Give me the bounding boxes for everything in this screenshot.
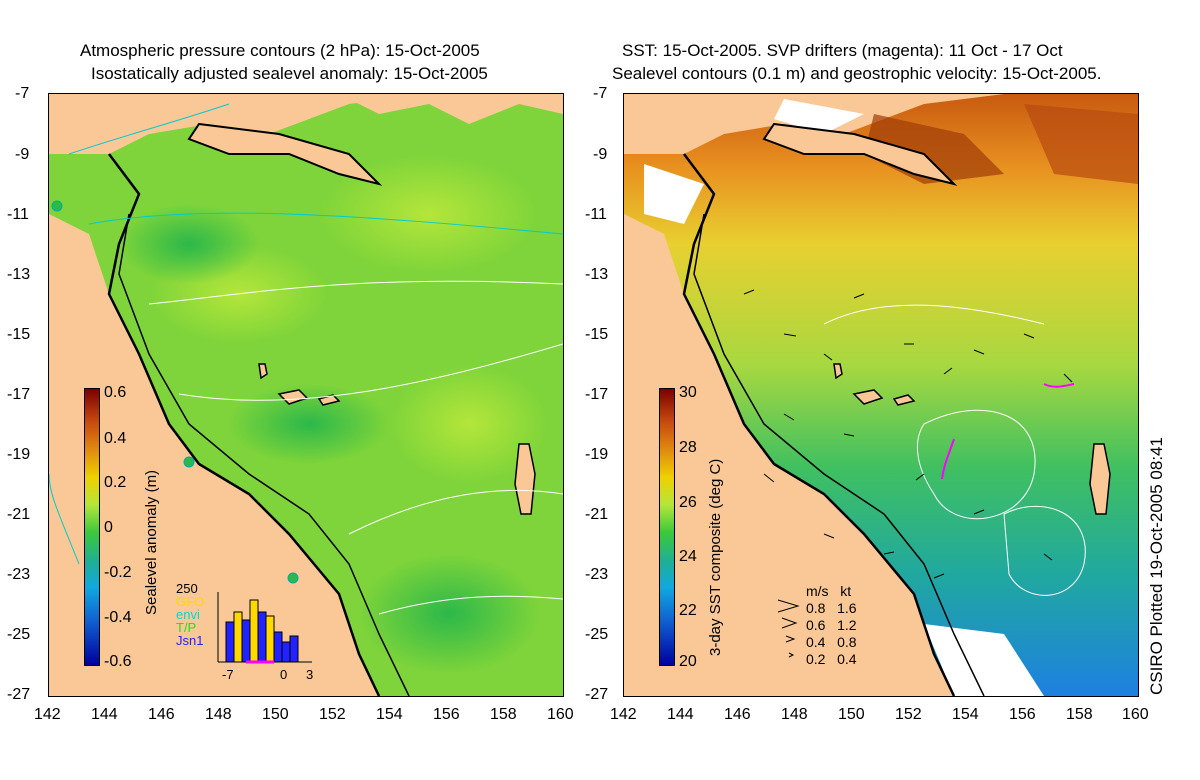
right-y-tick: -23 bbox=[585, 566, 609, 583]
left-cb-tick: 0.4 bbox=[104, 430, 127, 447]
shelf-contour bbox=[118, 213, 410, 696]
right-y-tick: -25 bbox=[585, 626, 609, 643]
inset-legend-envi: envi bbox=[176, 607, 200, 622]
left-x-tick: 148 bbox=[205, 706, 232, 723]
right-x-tick: 144 bbox=[667, 706, 694, 723]
right-title-line2: Sealevel contours (0.1 m) and geostrophi… bbox=[612, 64, 1102, 83]
right-y-tick: -19 bbox=[585, 446, 609, 463]
left-y-tick: -11 bbox=[7, 206, 29, 223]
left-x-tick: 150 bbox=[262, 706, 289, 723]
left-x-tick: 142 bbox=[34, 706, 61, 723]
left-cb-tick: 0 bbox=[104, 519, 113, 536]
left-x-tick: 160 bbox=[547, 706, 574, 723]
svp-drifter-track bbox=[941, 438, 955, 480]
svp-drifter-track bbox=[1043, 383, 1075, 388]
inset-legend-gfo: GFO bbox=[176, 594, 205, 609]
inset-count: 250 bbox=[176, 581, 198, 596]
left-x-tick: 146 bbox=[148, 706, 175, 723]
left-y-tick: -21 bbox=[7, 506, 31, 523]
right-title-line1: SST: 15-Oct-2005. SVP drifters (magenta)… bbox=[622, 41, 1063, 60]
left-x-tick: 152 bbox=[319, 706, 346, 723]
right-y-tick: -17 bbox=[585, 386, 609, 403]
sst-coastline bbox=[682, 153, 956, 696]
left-x-tick: 158 bbox=[490, 706, 517, 723]
left-y-tick: -23 bbox=[7, 566, 31, 583]
sst-colorbar bbox=[659, 388, 675, 666]
inset-x-tick: -7 bbox=[222, 667, 234, 682]
right-x-tick: 160 bbox=[1122, 706, 1149, 723]
left-y-tick: -17 bbox=[7, 386, 31, 403]
right-y-tick: -21 bbox=[585, 506, 609, 523]
right-x-tick: 146 bbox=[724, 706, 751, 723]
right-y-tick: -27 bbox=[585, 686, 609, 703]
left-colorbar-label: Sealevel anomaly (m) bbox=[143, 469, 160, 615]
right-cb-tick: 30 bbox=[679, 384, 697, 401]
left-x-tick: 156 bbox=[433, 706, 460, 723]
right-cb-tick: 20 bbox=[679, 653, 697, 670]
right-x-tick: 154 bbox=[952, 706, 979, 723]
right-y-tick: -9 bbox=[593, 146, 608, 163]
sst-map bbox=[623, 93, 1139, 697]
left-x-tick: 154 bbox=[376, 706, 403, 723]
speed-arrow-icons bbox=[777, 599, 800, 658]
right-x-tick: 148 bbox=[781, 706, 808, 723]
left-y-tick: -19 bbox=[7, 446, 31, 463]
left-title-line2: Isostatically adjusted sealevel anomaly:… bbox=[91, 64, 488, 83]
left-y-tick: -9 bbox=[15, 146, 30, 163]
right-y-tick: -11 bbox=[585, 206, 607, 223]
inset-histogram bbox=[217, 592, 312, 664]
left-cb-tick: -0.2 bbox=[104, 564, 132, 581]
left-y-tick: -13 bbox=[7, 266, 31, 283]
left-x-tick: 144 bbox=[91, 706, 118, 723]
right-x-tick: 152 bbox=[895, 706, 922, 723]
left-cb-tick: 0.2 bbox=[104, 474, 127, 491]
plot-credit: CSIRO Plotted 19-Oct-2005 08:41 bbox=[1147, 437, 1166, 695]
inset-legend-jsn1: Jsn1 bbox=[176, 633, 204, 648]
right-x-tick: 150 bbox=[838, 706, 865, 723]
left-title-line1: Atmospheric pressure contours (2 hPa): 1… bbox=[80, 41, 480, 60]
inset-x-tick: 3 bbox=[306, 667, 314, 682]
right-cb-tick: 22 bbox=[679, 602, 697, 619]
right-colorbar-label: 3-day SST composite (deg C) bbox=[707, 458, 724, 656]
right-cb-tick: 26 bbox=[679, 494, 697, 511]
right-x-tick: 142 bbox=[610, 706, 637, 723]
right-y-tick: -15 bbox=[585, 326, 609, 343]
right-y-tick: -13 bbox=[585, 266, 609, 283]
coastline bbox=[107, 153, 381, 696]
speed-legend-row: 0.8 1.6 bbox=[806, 600, 857, 616]
speed-legend-header: m/s kt bbox=[806, 583, 852, 599]
sealevel-map-graphic bbox=[49, 94, 563, 696]
new-guinea-land bbox=[187, 122, 383, 186]
left-cb-tick: -0.6 bbox=[104, 653, 132, 670]
inset-x-tick: 0 bbox=[280, 667, 288, 682]
left-cb-tick: -0.4 bbox=[104, 609, 132, 626]
left-y-tick: -7 bbox=[15, 85, 30, 102]
right-x-tick: 158 bbox=[1066, 706, 1093, 723]
right-cb-tick: 24 bbox=[679, 548, 697, 565]
sealevel-colorbar bbox=[84, 388, 100, 666]
right-cb-tick: 28 bbox=[679, 439, 697, 456]
altimeter-inset: 250 GFO envi T/P Jsn1 -7 0 3 bbox=[176, 582, 316, 682]
sst-map-graphic bbox=[624, 94, 1138, 696]
left-y-tick: -25 bbox=[7, 626, 31, 643]
speed-legend-row: 0.6 1.2 bbox=[806, 617, 857, 633]
speed-legend-row: 0.2 0.4 bbox=[806, 651, 857, 667]
right-x-tick: 156 bbox=[1009, 706, 1036, 723]
inset-legend-tp: T/P bbox=[176, 620, 197, 635]
geostrophic-velocity-arrows bbox=[743, 289, 1073, 579]
left-y-tick: -27 bbox=[7, 686, 31, 703]
sealevel-anomaly-map bbox=[48, 93, 564, 697]
speed-legend-row: 0.4 0.8 bbox=[806, 634, 857, 650]
left-y-tick: -15 bbox=[7, 326, 31, 343]
sst-ocean-area bbox=[624, 94, 1138, 696]
left-cb-tick: 0.6 bbox=[104, 384, 127, 401]
right-y-tick: -7 bbox=[593, 85, 608, 102]
